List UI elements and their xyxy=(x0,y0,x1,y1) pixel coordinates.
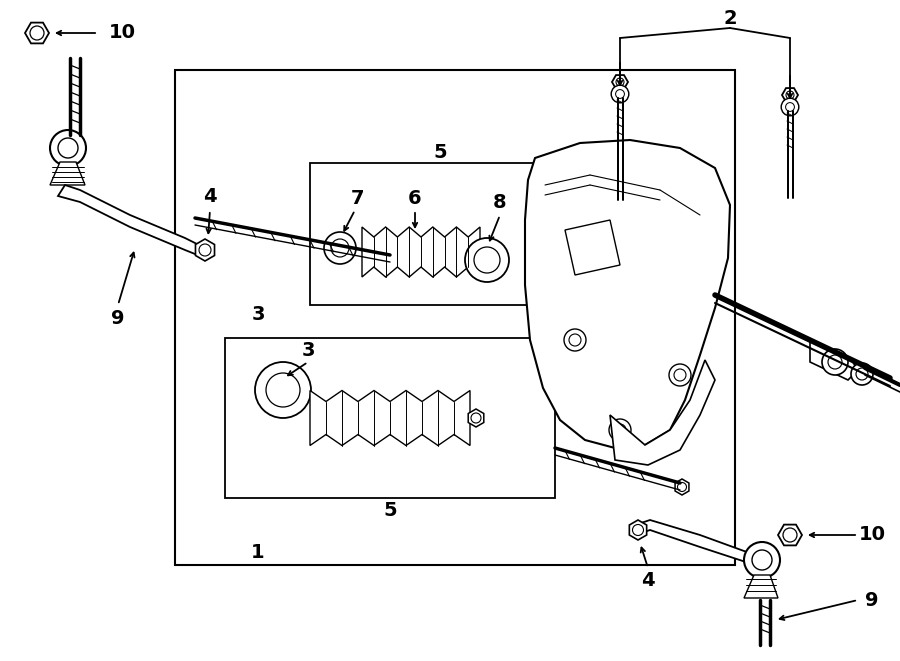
Polygon shape xyxy=(629,520,647,540)
Polygon shape xyxy=(382,249,398,267)
Text: 9: 9 xyxy=(865,590,878,609)
Polygon shape xyxy=(362,227,480,277)
Polygon shape xyxy=(782,88,798,102)
Polygon shape xyxy=(468,409,484,427)
Polygon shape xyxy=(50,162,85,185)
Polygon shape xyxy=(525,140,730,448)
Text: 1: 1 xyxy=(251,543,265,563)
Polygon shape xyxy=(810,340,858,380)
Circle shape xyxy=(851,363,873,385)
Text: 10: 10 xyxy=(859,525,886,545)
Text: 6: 6 xyxy=(409,188,422,208)
Text: 8: 8 xyxy=(493,194,507,212)
Text: 5: 5 xyxy=(433,143,446,161)
Polygon shape xyxy=(612,75,628,89)
Polygon shape xyxy=(675,479,688,495)
Circle shape xyxy=(609,419,631,441)
Circle shape xyxy=(324,232,356,264)
Text: 7: 7 xyxy=(351,188,364,208)
Polygon shape xyxy=(778,525,802,545)
Circle shape xyxy=(822,349,848,375)
Text: 10: 10 xyxy=(109,24,136,42)
Text: 2: 2 xyxy=(724,9,737,28)
Circle shape xyxy=(255,362,311,418)
Polygon shape xyxy=(744,575,778,598)
Text: 3: 3 xyxy=(302,340,315,360)
Circle shape xyxy=(50,130,86,166)
Polygon shape xyxy=(610,360,715,465)
Text: 4: 4 xyxy=(203,188,217,206)
Polygon shape xyxy=(58,185,205,258)
Circle shape xyxy=(564,329,586,351)
Polygon shape xyxy=(25,22,49,44)
Circle shape xyxy=(669,364,691,386)
Circle shape xyxy=(611,85,629,103)
Polygon shape xyxy=(310,391,470,446)
Polygon shape xyxy=(195,239,214,261)
Circle shape xyxy=(744,542,780,578)
Text: 5: 5 xyxy=(383,500,397,520)
Text: 9: 9 xyxy=(112,309,125,327)
Text: 4: 4 xyxy=(641,570,655,590)
Circle shape xyxy=(781,98,799,116)
Text: 3: 3 xyxy=(251,305,265,325)
Circle shape xyxy=(465,238,509,282)
Polygon shape xyxy=(638,520,755,565)
